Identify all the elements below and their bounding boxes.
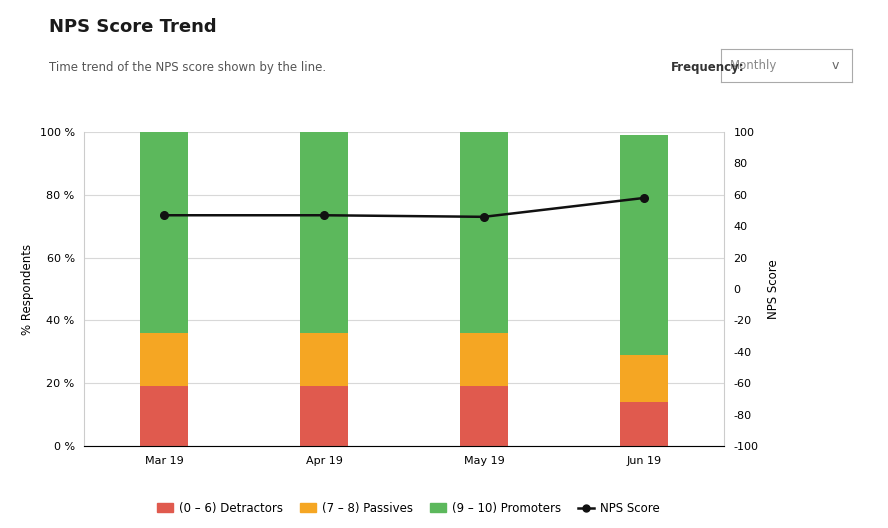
Text: Time trend of the NPS score shown by the line.: Time trend of the NPS score shown by the… [49,61,326,74]
Y-axis label: NPS Score: NPS Score [766,259,780,319]
Bar [620,355,668,402]
Bar [460,333,508,386]
Bar [140,333,188,386]
Bar [140,132,188,333]
Legend: (0 – 6) Detractors, (7 – 8) Passives, (9 – 10) Promoters, NPS Score: (0 – 6) Detractors, (7 – 8) Passives, (9… [153,497,664,520]
Bar [620,135,668,355]
Bar [300,386,348,446]
Y-axis label: % Respondents: % Respondents [21,243,34,335]
Bar [460,386,508,446]
Bar [300,333,348,386]
Text: Frequency:: Frequency: [670,61,744,74]
Bar [140,386,188,446]
Bar [460,132,508,333]
Text: Monthly: Monthly [730,59,778,72]
Bar [620,402,668,446]
Bar [300,132,348,333]
Text: v: v [832,59,839,72]
Text: NPS Score Trend: NPS Score Trend [49,18,217,36]
